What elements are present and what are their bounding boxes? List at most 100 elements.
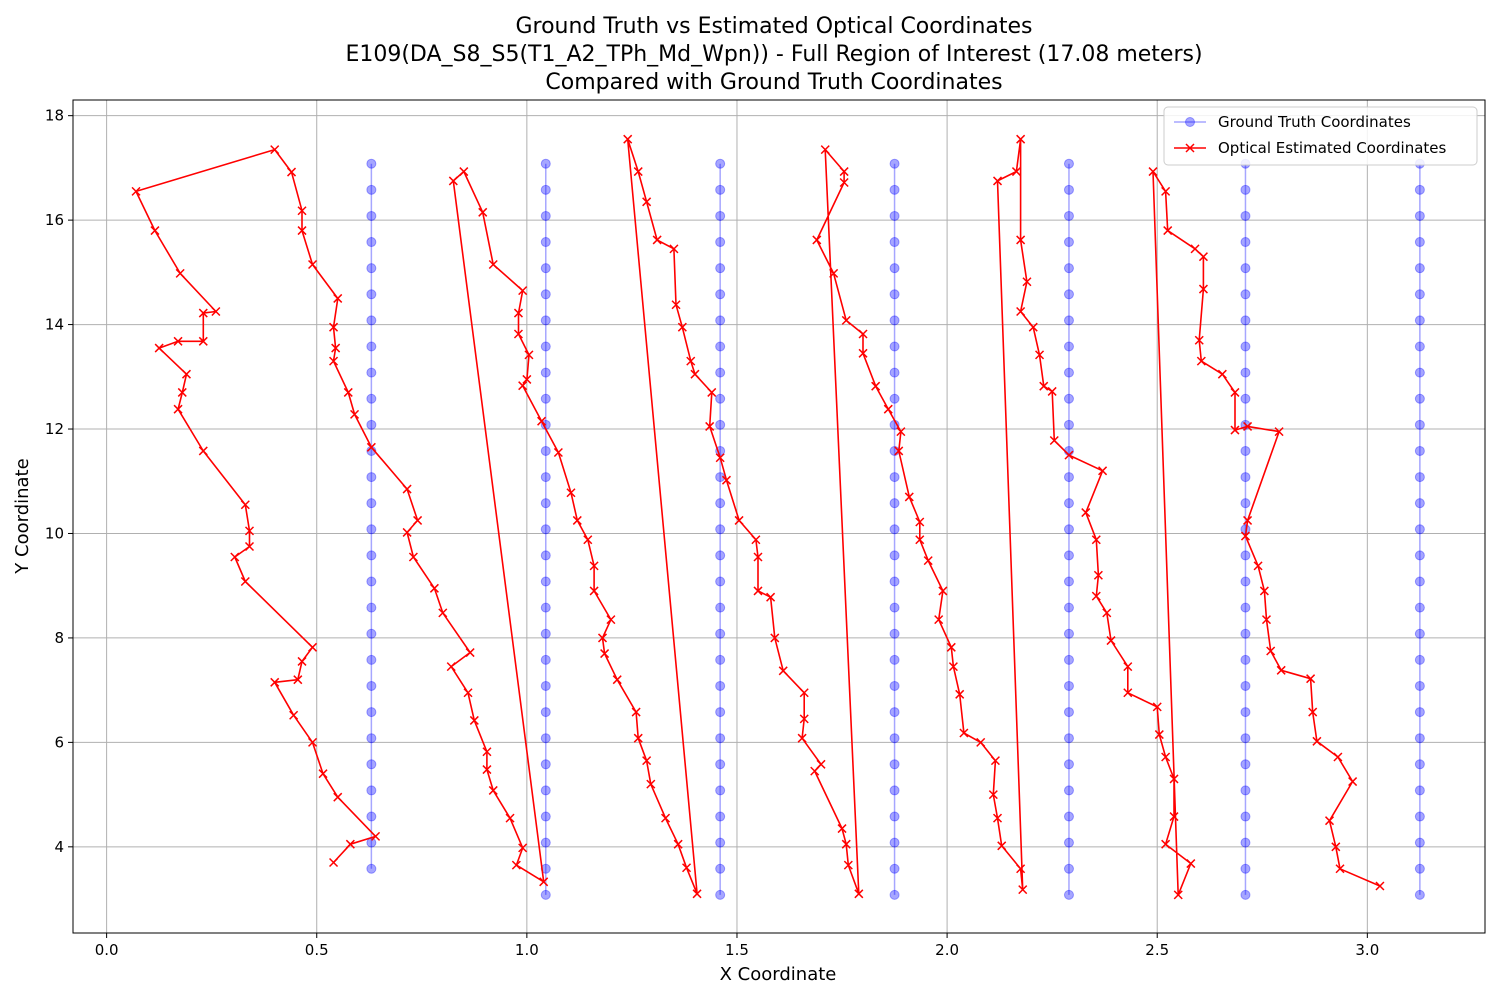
ground-truth-point: [366, 237, 377, 248]
optical-point: [799, 714, 809, 724]
optical-point: [1240, 531, 1250, 541]
ground-truth-point: [1240, 210, 1251, 221]
optical-point: [894, 446, 904, 456]
ground-truth-point: [540, 472, 551, 483]
ground-truth-point: [715, 654, 726, 665]
optical-point: [992, 176, 1003, 186]
optical-point: [173, 404, 183, 414]
ground-truth-point: [889, 550, 900, 561]
ground-truth-point: [1240, 707, 1251, 718]
optical-point: [1022, 277, 1032, 287]
optical-point: [915, 535, 925, 545]
optical-point: [318, 769, 328, 779]
optical-point: [1016, 306, 1026, 317]
ground-truth-point: [1063, 237, 1074, 248]
ground-truth-point: [540, 680, 551, 691]
optical-point: [642, 756, 652, 766]
ground-truth-point: [889, 210, 900, 221]
optical-point: [482, 765, 492, 775]
legend: Ground Truth Coordinates Optical Estimat…: [1163, 106, 1478, 166]
ground-truth-point: [1063, 367, 1074, 378]
ground-truth-point: [715, 602, 726, 613]
optical-point: [988, 790, 998, 800]
ground-truth-point: [1414, 811, 1425, 822]
ground-truth-point: [1240, 472, 1251, 483]
optical-point: [1161, 839, 1171, 849]
ground-truth-point: [715, 811, 726, 822]
optical-point: [778, 666, 788, 676]
ground-truth-point: [1414, 654, 1425, 665]
optical-point: [286, 167, 297, 177]
ground-truth-point: [889, 315, 900, 326]
ground-truth-point: [1063, 289, 1074, 300]
ground-truth-point: [715, 210, 726, 221]
optical-point: [612, 675, 622, 685]
optical-point: [1163, 226, 1173, 236]
ground-truth-point: [540, 811, 551, 822]
ground-truth-point: [1063, 263, 1074, 274]
optical-point: [240, 500, 250, 510]
ground-truth-point: [1240, 602, 1251, 613]
optical-point: [948, 662, 958, 672]
optical-point: [459, 167, 469, 177]
optical-point: [597, 633, 608, 643]
optical-point: [482, 747, 492, 757]
ground-truth-point: [1414, 576, 1425, 587]
ground-truth-point: [715, 863, 726, 874]
optical-point: [583, 535, 593, 545]
chart-title-line-1: Ground Truth vs Estimated Optical Coordi…: [515, 14, 1032, 39]
optical-point: [402, 484, 412, 494]
ground-truth-point: [1414, 785, 1425, 796]
ground-truth-point: [366, 811, 377, 822]
optical-point: [1152, 702, 1162, 712]
optical-point: [371, 831, 381, 841]
optical-point: [1261, 615, 1272, 625]
optical-point: [841, 315, 851, 325]
ground-truth-point: [1063, 550, 1074, 561]
ground-truth-point: [715, 158, 726, 169]
ground-truth-point: [889, 393, 900, 404]
ground-truth-point: [889, 576, 900, 587]
ground-truth-point: [540, 837, 551, 848]
optical-point: [244, 526, 255, 536]
ground-truth-point: [1240, 498, 1251, 509]
ground-truth-point: [1240, 445, 1251, 456]
ground-truth-point: [540, 733, 551, 744]
ground-truth-point: [1414, 210, 1425, 221]
optical-point: [1259, 586, 1269, 596]
ground-truth-point: [1414, 419, 1425, 430]
ground-truth-point: [540, 289, 551, 300]
optical-point: [1123, 662, 1133, 672]
ground-truth-point: [540, 759, 551, 770]
ground-truth-point: [1063, 576, 1074, 587]
ground-truth-point: [1240, 785, 1251, 796]
optical-point: [1312, 736, 1322, 746]
optical-point: [946, 642, 956, 652]
ground-truth-point: [889, 654, 900, 665]
optical-point: [721, 475, 732, 485]
optical-point: [915, 517, 925, 527]
ground-truth-point: [715, 759, 726, 770]
ground-truth-point: [715, 785, 726, 796]
ground-truth-point: [1240, 654, 1251, 665]
optical-point: [642, 197, 652, 207]
ground-truth-point: [715, 237, 726, 248]
ground-truth-point: [540, 263, 551, 274]
optical-point: [198, 446, 208, 456]
ground-truth-point: [1240, 759, 1251, 770]
optical-point: [518, 843, 528, 853]
optical-point: [1098, 466, 1108, 476]
optical-point: [955, 689, 965, 699]
ground-truth-point: [715, 628, 726, 639]
optical-point: [511, 860, 521, 870]
optical-point: [854, 889, 864, 899]
optical-point: [198, 336, 208, 346]
optical-point: [537, 416, 547, 426]
optical-point: [751, 535, 761, 545]
optical-point: [469, 715, 479, 725]
ground-truth-point: [366, 210, 377, 221]
optical-point: [488, 259, 498, 270]
ground-truth-point: [1063, 889, 1074, 900]
optical-point: [1331, 842, 1341, 852]
optical-point: [1161, 752, 1171, 762]
